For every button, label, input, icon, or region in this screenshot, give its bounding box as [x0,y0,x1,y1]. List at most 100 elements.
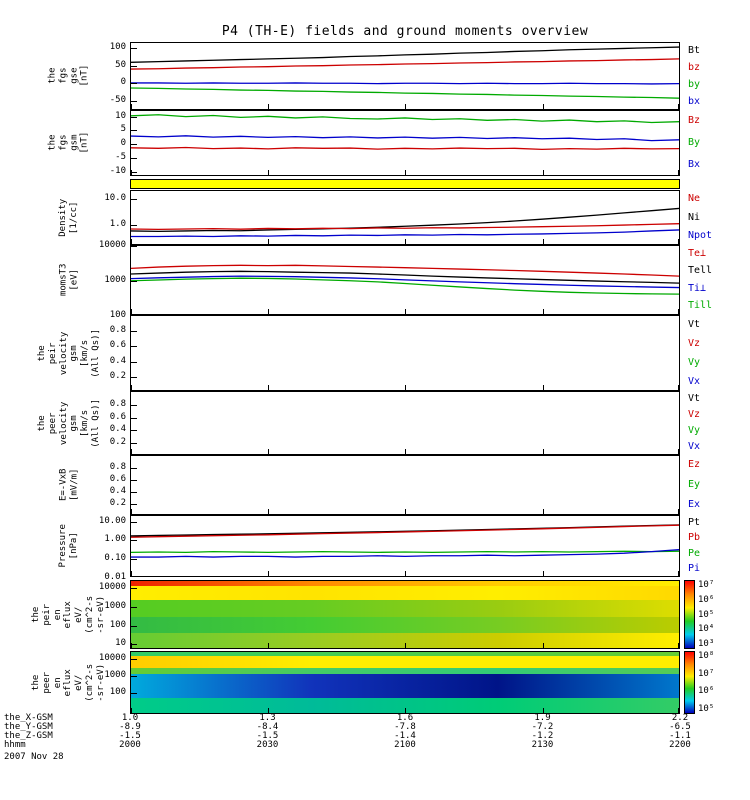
x-tick [678,708,679,713]
y-tick [131,588,137,590]
right-label: Vy [688,425,701,436]
y-tick [131,246,137,247]
y-tick [131,468,137,469]
x-tick [678,170,679,175]
axis-value: -1.5 [119,731,141,741]
right-label: Pb [688,532,701,544]
x-tick [405,449,406,454]
spectrogram-band [131,673,679,699]
panel-pressure [130,515,680,577]
axis-value: 2130 [531,740,554,750]
colorbar-tick-label: 10⁶ [698,594,715,605]
y-tick [131,83,137,85]
colorbar-tick-label: 10⁵ [698,609,715,620]
series-line [131,208,679,231]
axis-value: -1.1 [669,731,691,741]
x-tick [542,309,544,314]
series-line [131,148,679,150]
x-tick [131,309,132,314]
x-tick [405,170,406,175]
ytick-label: 10 [115,638,126,649]
ytick-label: 1000 [104,669,126,680]
x-tick [267,449,269,454]
axis-value: -8.4 [256,722,279,732]
x-tick [678,449,679,454]
x-tick [267,170,269,175]
panel-moms-t3 [130,245,680,315]
series-line [131,59,679,69]
ytick-label: 0.8 [109,398,126,409]
ytick-label: 10 [115,110,126,121]
y-tick [131,521,137,523]
ytick-label: 1.0 [109,218,126,229]
axis-row-label: hhmm [4,740,26,750]
spectrogram-band [131,655,679,668]
right-label: Ti⊥ [688,282,707,294]
chart-title: P4 (TH-E) fields and ground moments over… [221,24,589,39]
ytick-label: 10000 [98,652,126,663]
y-tick [131,504,137,505]
axis-value: 1.9 [534,713,551,723]
x-tick [131,239,132,244]
panel-peir-en-eflux [130,580,680,649]
x-tick [131,449,132,454]
y-tick [131,559,137,561]
x-tick [542,104,544,109]
series-line [131,83,679,84]
right-label: bx [688,95,701,107]
y-tick [131,48,137,50]
y-tick [131,157,137,159]
series-line [131,136,679,141]
y-tick [131,492,137,493]
colorbar-tick-label: 10⁵ [698,704,715,714]
ytick-label: 100 [109,42,126,53]
axis-value: 2200 [669,740,691,750]
x-tick [678,571,679,576]
right-label: Bt [688,44,701,56]
y-tick [131,281,137,282]
x-tick [542,643,544,648]
right-label: Npot [688,229,713,241]
right-label: Vt [688,393,701,404]
ytick-label: 0.6 [109,411,126,422]
x-tick [267,239,269,244]
date-label: 2007 Nov 28 [4,752,64,762]
ytick-label: 0.2 [109,437,126,448]
colorbar-tick-label: 10⁶ [698,686,715,697]
ylabel-text: Density [1/cc] [58,198,79,237]
ytick-label: 1000 [104,275,126,285]
x-tick [267,385,269,390]
ytick-label: 0.4 [109,486,126,496]
x-tick [678,104,679,109]
ytick-label: -5 [115,151,126,162]
panel-peir-velocity [130,315,680,391]
ytick-label: 10000 [98,582,126,593]
x-tick [131,170,132,175]
ytick-label: 100 [109,619,126,630]
axis-row-label: the_Y-GSM [4,722,53,732]
x-tick [131,708,132,713]
x-tick [267,708,269,713]
colorbar-tick-label: 10⁸ [698,651,715,661]
right-label: Ni [688,211,701,223]
x-tick [131,509,132,514]
spectrogram-band [131,667,679,674]
spectrogram-band [131,652,679,656]
x-tick [542,509,544,514]
axis-value: 2030 [256,740,279,750]
ytick-label: 1.00 [104,534,126,545]
x-tick [405,708,406,713]
y-tick [131,625,137,627]
colorbar [684,580,695,649]
spectrogram-band [131,616,679,634]
right-label: Pi [688,563,701,575]
x-tick [405,571,406,576]
series-line [131,47,679,62]
right-label: Vz [688,337,701,349]
right-label: Vx [688,375,701,387]
axis-value: -1.2 [531,731,554,741]
axis-value: -6.5 [669,722,691,732]
x-tick [678,309,679,314]
series-line [131,88,679,98]
axis-value: 1.6 [396,713,414,723]
